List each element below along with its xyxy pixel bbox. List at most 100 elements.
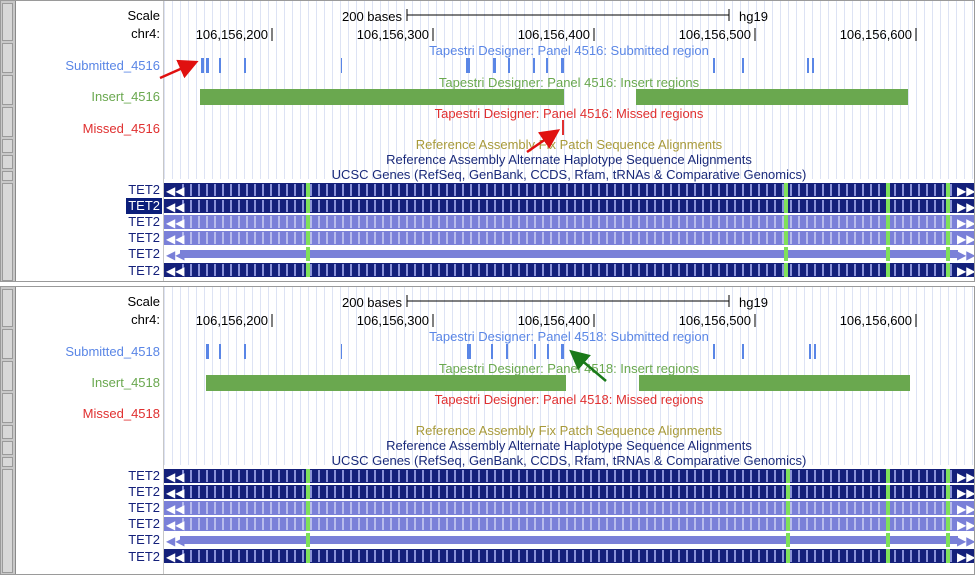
gene-stripe — [270, 502, 272, 514]
gene-row-label[interactable]: TET2 — [128, 516, 160, 531]
position-tick-label: 106,156,500 — [679, 313, 751, 328]
drag-handle[interactable] — [2, 43, 13, 73]
drag-handle[interactable] — [2, 139, 13, 153]
missed-region — [562, 120, 564, 135]
drag-handle[interactable] — [2, 107, 13, 137]
scale-label: Scale — [127, 294, 160, 309]
gene-stripe — [478, 200, 480, 212]
drag-handle[interactable] — [2, 3, 13, 41]
gene-stripe — [390, 518, 392, 530]
genome-track-canvas[interactable]: 200 bases hg19 106,156,200 106,156,300 106,1… — [164, 287, 974, 575]
gene-exon — [306, 215, 310, 229]
drag-handle[interactable] — [2, 75, 13, 105]
gene-stripe — [342, 518, 344, 530]
gene-stripe — [790, 502, 792, 514]
gene-stripe — [750, 518, 752, 530]
drag-handle[interactable] — [2, 425, 13, 439]
gene-stripe — [798, 232, 800, 244]
scale-label: Scale — [127, 8, 160, 23]
gene-stripe — [454, 486, 456, 498]
gene-row-label[interactable]: TET2 — [128, 484, 160, 499]
gene-stripe — [766, 184, 768, 196]
gene-left-arrow-icon: ◀◀ — [166, 470, 185, 484]
gene-stripe — [310, 200, 312, 212]
genome-track-canvas[interactable]: 200 bases hg19 106,156,200 106,156,300 106,1… — [164, 1, 974, 282]
missed-track-label[interactable]: Missed_4516 — [82, 121, 160, 136]
submitted-track-label[interactable]: Submitted_4516 — [65, 58, 160, 73]
gene-stripe — [750, 216, 752, 228]
gene-stripe — [366, 502, 368, 514]
gene-stripe — [422, 550, 424, 562]
track-sidebar[interactable] — [1, 1, 16, 281]
gene-row-label[interactable]: TET2 — [128, 214, 160, 229]
gene-stripe — [326, 184, 328, 196]
drag-handle[interactable] — [2, 361, 13, 391]
drag-handle[interactable] — [2, 329, 13, 359]
gene-stripe — [558, 470, 560, 482]
insert-track-label[interactable]: Insert_4516 — [91, 89, 160, 104]
drag-handle[interactable] — [2, 469, 13, 573]
gene-stripe — [838, 518, 840, 530]
drag-handle[interactable] — [2, 289, 13, 327]
drag-handle[interactable] — [2, 171, 13, 181]
gene-stripe — [270, 200, 272, 212]
gene-stripe — [414, 502, 416, 514]
gene-stripe — [670, 486, 672, 498]
gene-stripe — [654, 184, 656, 196]
gene-stripe — [838, 486, 840, 498]
gene-row-label[interactable]: TET2 — [128, 549, 160, 564]
gene-row-label[interactable]: TET2 — [128, 246, 160, 261]
gene-stripe — [550, 216, 552, 228]
gene-stripe — [798, 550, 800, 562]
gene-stripe — [854, 518, 856, 530]
gene-row-label[interactable]: TET2 — [128, 532, 160, 547]
gene-stripe — [910, 216, 912, 228]
scale-text: 200 bases — [342, 295, 402, 310]
gene-stripe — [806, 200, 808, 212]
gene-stripe — [350, 200, 352, 212]
gene-stripe — [438, 518, 440, 530]
gene-row-label[interactable]: TET2 — [128, 500, 160, 515]
gene-stripe — [398, 216, 400, 228]
gene-row-label[interactable]: TET2 — [128, 468, 160, 483]
gene-stripe — [814, 200, 816, 212]
drag-handle[interactable] — [2, 441, 13, 455]
drag-handle[interactable] — [2, 457, 13, 467]
drag-handle[interactable] — [2, 393, 13, 423]
gene-stripe — [766, 550, 768, 562]
gene-stripe — [934, 184, 936, 196]
gene-stripe — [646, 232, 648, 244]
gene-stripe — [422, 518, 424, 530]
drag-handle[interactable] — [2, 155, 13, 169]
gene-exon — [786, 501, 790, 515]
gene-stripe — [310, 216, 312, 228]
gene-stripe — [254, 216, 256, 228]
gene-row-label[interactable]: TET2 — [128, 230, 160, 245]
gene-stripe — [214, 486, 216, 498]
gene-stripe — [470, 184, 472, 196]
gene-stripe — [646, 216, 648, 228]
gene-row-label[interactable]: TET2 — [128, 182, 160, 197]
gene-stripe — [454, 200, 456, 212]
gene-stripe — [534, 518, 536, 530]
track-sidebar[interactable] — [1, 287, 16, 574]
gene-stripe — [350, 264, 352, 276]
drag-handle[interactable] — [2, 183, 13, 281]
gene-stripe — [254, 550, 256, 562]
gene-stripe — [870, 216, 872, 228]
gene-stripe — [262, 216, 264, 228]
gene-stripe — [614, 184, 616, 196]
submitted-track-label[interactable]: Submitted_4518 — [65, 344, 160, 359]
gene-row-label[interactable]: TET2 — [128, 263, 160, 278]
submitted-region — [506, 344, 508, 359]
gene-stripe — [190, 486, 192, 498]
insert-track-label[interactable]: Insert_4518 — [91, 375, 160, 390]
gene-row-label-selected[interactable]: TET2 — [126, 198, 162, 214]
gene-stripe — [846, 264, 848, 276]
gene-stripe — [542, 486, 544, 498]
gene-exon — [946, 231, 950, 245]
gene-stripe — [278, 550, 280, 562]
missed-track-label[interactable]: Missed_4518 — [82, 406, 160, 421]
gene-stripe — [894, 200, 896, 212]
gene-stripe — [718, 264, 720, 276]
